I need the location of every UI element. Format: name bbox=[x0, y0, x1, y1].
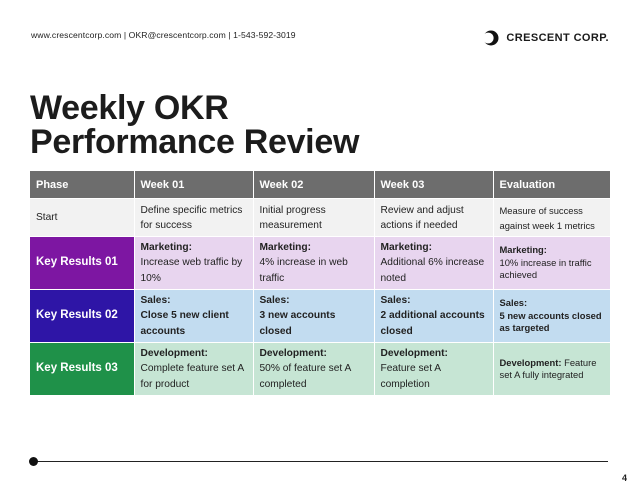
kr3-week-01: Development: Complete feature set A for … bbox=[134, 342, 254, 396]
brand-name: CRESCENT CORP. bbox=[506, 32, 609, 44]
kr2-evaluation-text: 5 new accounts closed as targeted bbox=[499, 309, 602, 334]
kr2-week-01: Sales: Close 5 new client accounts bbox=[134, 289, 254, 343]
kr1-week-01-head: Marketing: bbox=[140, 241, 193, 253]
kr2-phase: Key Results 02 bbox=[30, 289, 135, 343]
kr2-week-03-text: 2 additional accounts closed bbox=[380, 310, 485, 337]
kr1-week-03-head: Marketing: bbox=[380, 241, 433, 253]
kr1-evaluation-head: Marketing: bbox=[499, 244, 547, 256]
kr1-week-03-text: Additional 6% increase noted bbox=[380, 257, 485, 284]
kr1-week-01: Marketing: Increase web traffic by 10% bbox=[134, 236, 254, 290]
title-line-1: Weekly OKR bbox=[30, 89, 229, 127]
kr1-phase: Key Results 01 bbox=[30, 236, 135, 290]
kr1-evaluation-text: 10% increase in traffic achieved bbox=[499, 256, 592, 281]
kr3-evaluation-head: Development: bbox=[499, 356, 562, 368]
crescent-moon-icon bbox=[483, 30, 499, 46]
kr3-week-03-text: Feature set A completion bbox=[380, 363, 441, 390]
kr3-week-02-head: Development: bbox=[259, 347, 327, 359]
header-week-03: Week 03 bbox=[374, 171, 494, 199]
kr1-evaluation: Marketing: 10% increase in traffic achie… bbox=[493, 236, 610, 290]
kr1-week-02-head: Marketing: bbox=[259, 241, 312, 253]
kr3-week-01-text: Complete feature set A for product bbox=[140, 363, 244, 390]
header-week-01: Week 01 bbox=[134, 171, 254, 199]
start-week-02: Initial progress measurement bbox=[253, 198, 375, 237]
kr3-week-03-head: Development: bbox=[380, 347, 448, 359]
table-row-start: Start Define specific metrics for succes… bbox=[30, 198, 610, 237]
header-evaluation: Evaluation bbox=[493, 171, 610, 199]
kr1-week-02-text: 4% increase in web traffic bbox=[259, 257, 348, 284]
title-line-2: Performance Review bbox=[30, 123, 360, 161]
footer-divider bbox=[33, 461, 608, 462]
kr2-week-01-text: Close 5 new client accounts bbox=[140, 310, 229, 337]
kr3-evaluation-text: Feature set A fully integrated bbox=[499, 356, 597, 381]
kr1-week-01-text: Increase web traffic by 10% bbox=[140, 257, 243, 284]
table-header-row: Phase Week 01 Week 02 Week 03 Evaluation bbox=[30, 171, 610, 199]
page-number: 4 bbox=[621, 473, 627, 483]
kr2-week-01-head: Sales: bbox=[140, 294, 171, 306]
kr3-week-02-text: 50% of feature set A completed bbox=[259, 363, 351, 390]
kr2-week-02-head: Sales: bbox=[259, 294, 290, 306]
table-row-key-results-01: Key Results 01 Marketing: Increase web t… bbox=[30, 236, 610, 290]
footer-dot bbox=[29, 457, 38, 466]
header-week-02: Week 02 bbox=[253, 171, 375, 199]
start-evaluation: Measure of success against week 1 metric… bbox=[493, 198, 610, 237]
kr2-week-02-text: 3 new accounts closed bbox=[259, 310, 336, 337]
kr3-phase: Key Results 03 bbox=[30, 342, 135, 396]
header-phase: Phase bbox=[30, 171, 135, 199]
kr1-week-02: Marketing: 4% increase in web traffic bbox=[253, 236, 375, 290]
okr-table: Phase Week 01 Week 02 Week 03 Evaluation… bbox=[30, 171, 610, 396]
start-week-01: Define specific metrics for success bbox=[134, 198, 254, 237]
kr2-evaluation: Sales: 5 new accounts closed as targeted bbox=[493, 289, 610, 343]
kr2-week-03-head: Sales: bbox=[380, 294, 411, 306]
kr1-week-03: Marketing: Additional 6% increase noted bbox=[374, 236, 494, 290]
brand: CRESCENT CORP. bbox=[483, 30, 609, 46]
start-phase: Start bbox=[30, 198, 135, 237]
contact-info: www.crescentcorp.com | OKR@crescentcorp.… bbox=[31, 30, 296, 40]
page-title: Weekly OKR Performance Review bbox=[30, 91, 359, 159]
table-row-key-results-02: Key Results 02 Sales: Close 5 new client… bbox=[30, 289, 610, 343]
kr3-week-02: Development: 50% of feature set A comple… bbox=[253, 342, 375, 396]
kr2-week-03: Sales: 2 additional accounts closed bbox=[374, 289, 494, 343]
kr3-week-01-head: Development: bbox=[140, 347, 208, 359]
start-week-03: Review and adjust actions if needed bbox=[374, 198, 494, 237]
kr2-week-02: Sales: 3 new accounts closed bbox=[253, 289, 375, 343]
kr3-evaluation: Development: Feature set A fully integra… bbox=[493, 342, 610, 396]
kr2-evaluation-head: Sales: bbox=[499, 297, 528, 309]
table-row-key-results-03: Key Results 03 Development: Complete fea… bbox=[30, 342, 610, 396]
kr3-week-03: Development: Feature set A completion bbox=[374, 342, 494, 396]
